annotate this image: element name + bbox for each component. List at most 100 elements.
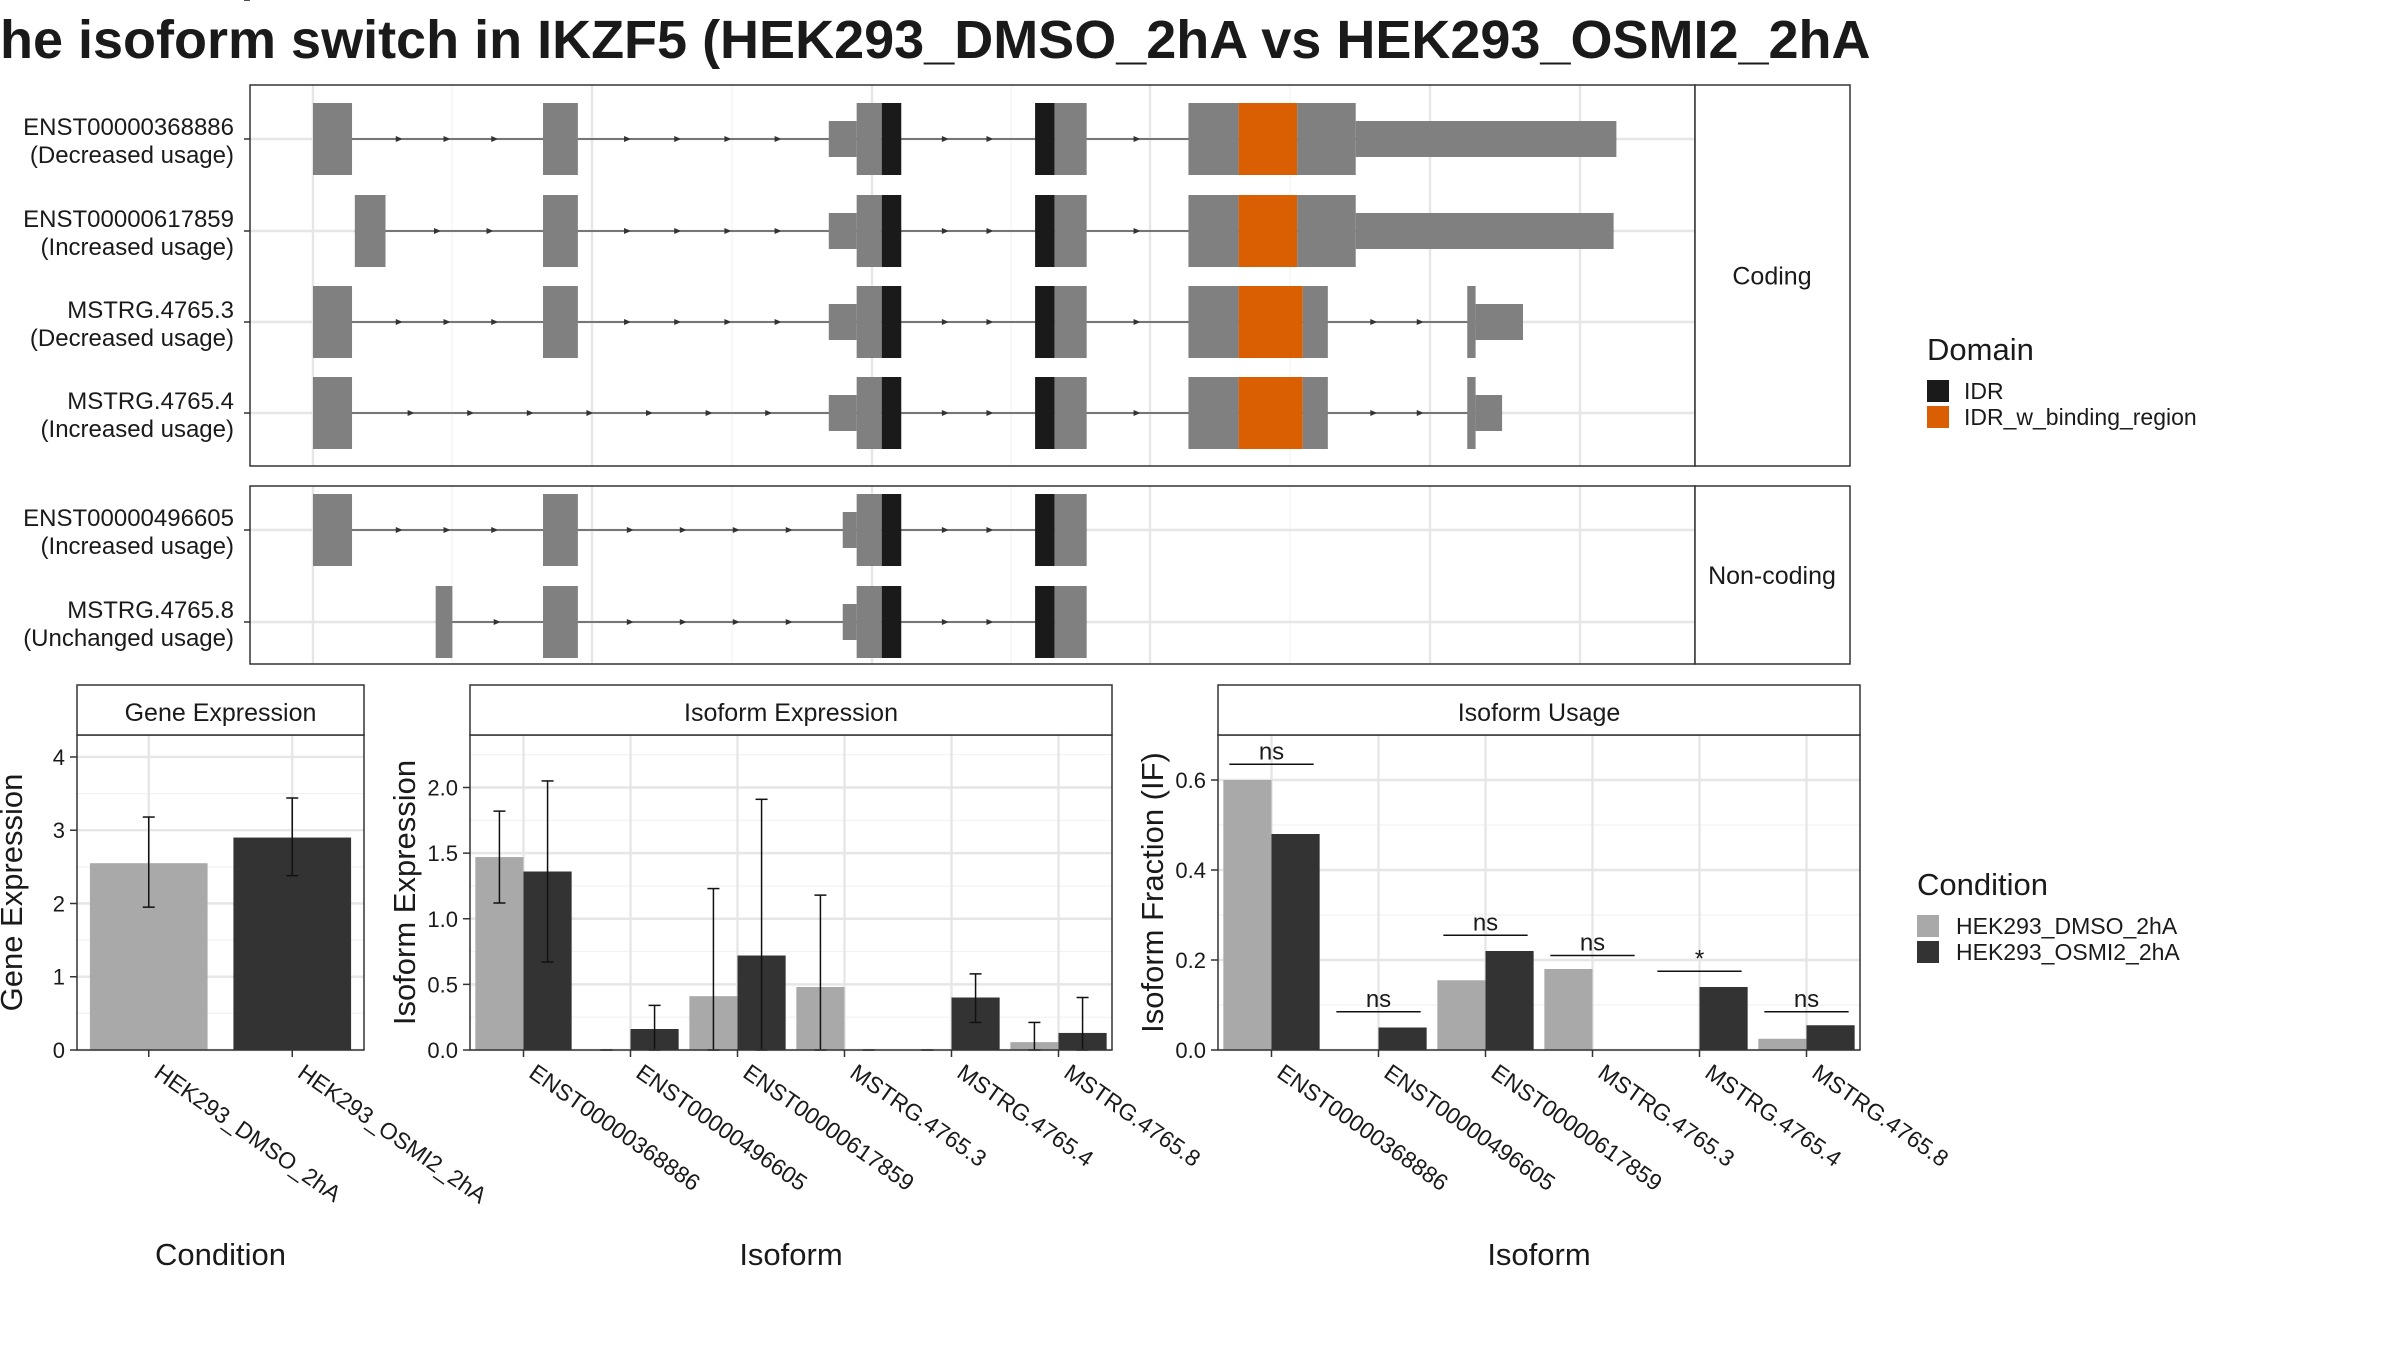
- legend-label: IDR: [1964, 378, 2004, 404]
- legend-title: Domain: [1927, 332, 2034, 367]
- intron-arrow: [486, 228, 494, 234]
- intron-arrow: [624, 228, 632, 234]
- intron-arrow: [1133, 410, 1141, 416]
- exon-block: [856, 195, 882, 267]
- y-tick-label: 0: [53, 1038, 65, 1063]
- bar: [1485, 951, 1534, 1050]
- facet-strip: [76, 684, 365, 736]
- intron-arrow: [624, 319, 632, 325]
- intron-arrow: [443, 136, 451, 142]
- transcript-usage-label: (Decreased usage): [30, 325, 234, 352]
- intron-arrow: [986, 527, 994, 533]
- exon-block: [543, 195, 578, 267]
- exon-block: [856, 377, 882, 449]
- bar: [1271, 834, 1320, 1050]
- exon-block: [1054, 103, 1087, 175]
- exon-block: [313, 103, 353, 175]
- bar: [1223, 780, 1272, 1050]
- exon-block: [543, 103, 578, 175]
- y-tick-label: 0.0: [1175, 1038, 1206, 1063]
- exon-block: [856, 586, 882, 658]
- exon-block: [1188, 103, 1239, 175]
- y-tick-label: 0.6: [1175, 768, 1206, 793]
- intron-arrow: [679, 619, 687, 625]
- intron-arrow: [491, 319, 499, 325]
- exon-block: [842, 604, 857, 640]
- exon-block: [313, 286, 353, 358]
- intron-arrow: [626, 619, 634, 625]
- intron-arrow: [674, 228, 682, 234]
- x-tick-label: ENST00000368886: [1273, 1059, 1453, 1196]
- y-tick-label: 0.2: [1175, 948, 1206, 973]
- intron-arrow: [941, 527, 949, 533]
- bar: [1378, 1027, 1427, 1050]
- exon-block: [1297, 195, 1356, 267]
- exon-block: [1355, 213, 1614, 249]
- facet-strip: [1694, 485, 1851, 665]
- domain-block-IDR_w_binding_region: [1238, 377, 1303, 449]
- transcript-label: MSTRG.4765.3: [67, 297, 234, 324]
- intron-arrow: [785, 619, 793, 625]
- exon-block: [354, 195, 386, 267]
- exon-block: [1467, 286, 1476, 358]
- intron-arrow: [986, 228, 994, 234]
- transcript-ENST00000617859: [354, 195, 1614, 267]
- bar: [1544, 969, 1593, 1050]
- intron-arrow: [586, 410, 594, 416]
- gene-expression-chart: Gene Expression01234HEK293_DMSO_2hAHEK29…: [0, 684, 492, 1272]
- intron-arrow: [941, 136, 949, 142]
- significance-label: *: [1695, 945, 1704, 972]
- isoform-usage-chart: ns ns ns ns * ns Isoform Usage 0.0 0.2 0.4 0.6 ENST…: [1135, 684, 1953, 1272]
- facet-strip: [1217, 684, 1861, 736]
- domain-block-IDR: [1035, 586, 1055, 658]
- structure-panel-noncoding: ENST00000496605(Increased usage)MSTRG.47…: [23, 0, 1851, 665]
- exon-block: [1188, 286, 1239, 358]
- intron-arrow: [443, 319, 451, 325]
- intron-arrow: [1133, 228, 1141, 234]
- x-tick-label: ENST00000496605: [1380, 1059, 1560, 1196]
- intron-arrow: [645, 410, 653, 416]
- exon-block: [1054, 586, 1087, 658]
- intron-arrow: [407, 410, 415, 416]
- intron-arrow: [443, 527, 451, 533]
- exon-block: [1475, 395, 1503, 431]
- intron-arrow: [395, 319, 403, 325]
- intron-arrow: [765, 410, 773, 416]
- intron-arrow: [774, 228, 782, 234]
- transcript-label: ENST00000617859: [23, 206, 234, 233]
- transcript-usage-label: (Increased usage): [41, 234, 234, 261]
- significance-label: ns: [1580, 930, 1605, 957]
- exon-block: [1475, 304, 1523, 340]
- intron-arrow: [1133, 136, 1141, 142]
- exon-block: [856, 103, 882, 175]
- exon-block: [313, 494, 353, 566]
- exon-block: [313, 377, 353, 449]
- intron-arrow: [724, 136, 732, 142]
- intron-arrow: [1370, 410, 1378, 416]
- exon-block: [1297, 103, 1356, 175]
- y-tick-label: 1.0: [427, 907, 458, 932]
- intron-arrow: [724, 228, 732, 234]
- intron-arrow: [491, 136, 499, 142]
- transcript-label: MSTRG.4765.8: [67, 597, 234, 624]
- structure-panel-coding: ENST00000368886(Decreased usage)ENST0000…: [23, 0, 1851, 467]
- intron-arrow: [941, 319, 949, 325]
- domain-block-IDR: [1035, 103, 1055, 175]
- exon-block: [842, 512, 857, 548]
- domain-block-IDR_w_binding_region: [1238, 103, 1298, 175]
- intron-arrow: [774, 319, 782, 325]
- transcript-usage-label: (Increased usage): [41, 533, 234, 560]
- x-tick-label: ENST00000617859: [1487, 1059, 1667, 1196]
- legend-title: Condition: [1917, 867, 2048, 902]
- exon-block: [828, 395, 857, 431]
- intron-arrow: [986, 410, 994, 416]
- intron-arrow: [986, 619, 994, 625]
- transcript-label: ENST00000496605: [23, 505, 234, 532]
- domain-block-IDR: [881, 195, 902, 267]
- y-tick-label: 0.5: [427, 972, 458, 997]
- intron-arrow: [395, 136, 403, 142]
- intron-arrow: [1370, 319, 1378, 325]
- exon-block: [1302, 377, 1328, 449]
- intron-arrow: [491, 527, 499, 533]
